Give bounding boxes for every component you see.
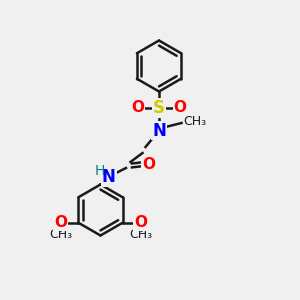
Text: O: O bbox=[173, 100, 187, 116]
Text: O: O bbox=[54, 215, 67, 230]
Text: N: N bbox=[102, 168, 116, 186]
Text: O: O bbox=[134, 215, 147, 230]
Text: N: N bbox=[152, 122, 166, 140]
Text: CH₃: CH₃ bbox=[49, 228, 72, 241]
Text: S: S bbox=[153, 99, 165, 117]
Text: CH₃: CH₃ bbox=[129, 228, 152, 241]
Text: O: O bbox=[142, 157, 155, 172]
Text: CH₃: CH₃ bbox=[183, 115, 206, 128]
Text: H: H bbox=[95, 164, 105, 178]
Text: O: O bbox=[131, 100, 145, 116]
